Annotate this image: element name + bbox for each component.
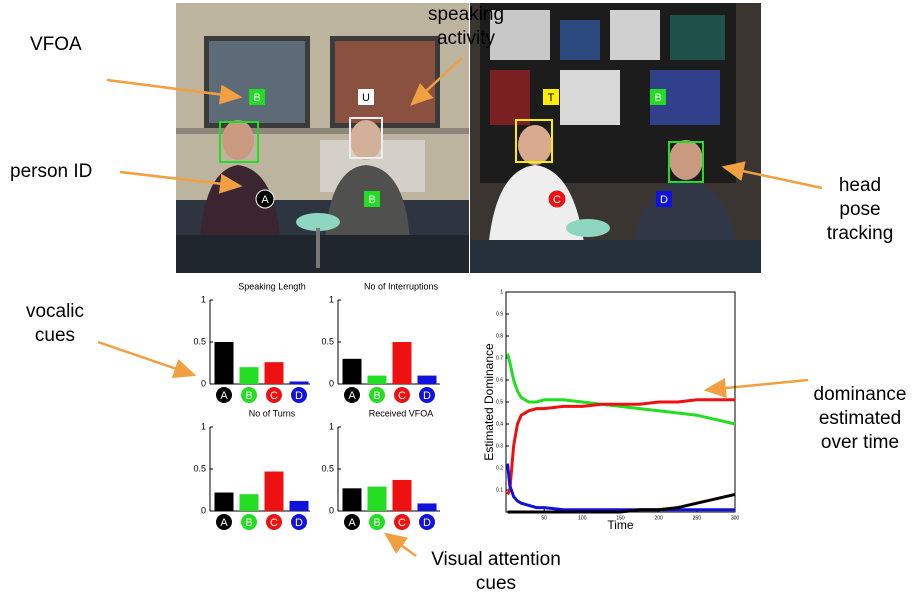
annotation: cues xyxy=(35,325,75,346)
bar xyxy=(240,367,259,384)
person-label: B xyxy=(654,92,661,104)
bar xyxy=(393,480,412,511)
y-tick-label: 1 xyxy=(329,421,334,431)
y-tick-label: 0.1 xyxy=(496,487,503,493)
y-tick-label: 1 xyxy=(500,289,503,295)
bar xyxy=(240,494,259,511)
person-label: U xyxy=(362,92,370,104)
person-label: C xyxy=(553,194,561,206)
bar xyxy=(343,488,362,511)
bar xyxy=(418,503,437,511)
annotation: speaking xyxy=(428,4,504,25)
x-tick-label: 250 xyxy=(693,515,702,521)
chart-title: Speaking Length xyxy=(238,281,306,291)
figure: VFOA speaking activity person ID head pose tra… xyxy=(0,0,920,596)
x-tick-label: B xyxy=(373,517,380,529)
person-label: A xyxy=(261,194,269,206)
y-tick-label: 0.3 xyxy=(496,443,503,449)
bar xyxy=(343,359,362,384)
y-tick-label: 0 xyxy=(201,378,206,388)
bar xyxy=(265,362,284,384)
y-tick-label: 0.4 xyxy=(496,421,503,427)
x-tick-label: A xyxy=(220,390,228,402)
x-tick-label: B xyxy=(245,517,252,529)
bar xyxy=(290,501,309,511)
y-tick-label: 1 xyxy=(201,294,206,304)
bar xyxy=(393,342,412,384)
x-tick-label: C xyxy=(270,517,278,529)
bar xyxy=(215,493,234,511)
x-tick-label: D xyxy=(423,517,431,529)
annotation: vocalic xyxy=(26,301,84,322)
y-tick-label: 0.5 xyxy=(321,336,334,346)
y-axis-label: Estimated Dominance xyxy=(482,343,496,461)
y-tick-label: 0.5 xyxy=(193,463,206,473)
x-tick-label: 50 xyxy=(541,515,547,521)
y-tick-label: 0.6 xyxy=(496,377,503,383)
y-tick-label: 0.5 xyxy=(321,463,334,473)
bar xyxy=(368,376,387,384)
annotation: VFOA xyxy=(30,34,82,55)
y-tick-label: 0.9 xyxy=(496,311,503,317)
chart-title: No of Turns xyxy=(249,408,296,418)
annotation: activity xyxy=(437,28,496,49)
y-tick-label: 1 xyxy=(329,294,334,304)
annotation: over time xyxy=(821,432,899,453)
person-label: B xyxy=(368,194,375,206)
bar xyxy=(215,342,234,384)
series-line xyxy=(508,400,735,495)
x-tick-label: C xyxy=(398,390,406,402)
x-tick-label: 200 xyxy=(654,515,663,521)
x-tick-label: B xyxy=(373,390,380,402)
annotation: cues xyxy=(476,573,516,594)
x-tick-label: D xyxy=(423,390,431,402)
annotation: tracking xyxy=(827,223,894,244)
chart-title: No of Interruptions xyxy=(364,281,439,291)
x-tick-label: B xyxy=(245,390,252,402)
annotation: pose xyxy=(839,199,880,220)
annotation: person ID xyxy=(10,161,92,182)
y-tick-label: 0.5 xyxy=(496,399,503,405)
x-tick-label: C xyxy=(398,517,406,529)
annotation: estimated xyxy=(819,408,901,429)
x-axis-label: Time xyxy=(607,518,634,532)
y-tick-label: 0.5 xyxy=(193,336,206,346)
annotation: dominance xyxy=(814,384,907,405)
y-tick-label: 0 xyxy=(201,505,206,515)
bar xyxy=(368,487,387,511)
bar xyxy=(290,381,309,384)
x-tick-label: 100 xyxy=(578,515,587,521)
annotation: Visual attention xyxy=(431,549,561,570)
person-label: T xyxy=(548,92,555,104)
y-tick-label: 1 xyxy=(201,421,206,431)
x-tick-label: A xyxy=(348,517,356,529)
y-tick-label: 0.8 xyxy=(496,333,503,339)
bar xyxy=(418,376,437,384)
x-tick-label: A xyxy=(348,390,356,402)
y-tick-label: 0.7 xyxy=(496,355,503,361)
bar xyxy=(265,472,284,511)
x-tick-label: D xyxy=(295,517,303,529)
series-line xyxy=(508,354,735,424)
annotation: head xyxy=(839,175,881,196)
person-label: B xyxy=(253,92,260,104)
y-tick-label: 0.2 xyxy=(496,465,503,471)
y-tick-label: 0 xyxy=(329,505,334,515)
y-tick-label: 0 xyxy=(329,378,334,388)
chart-title: Received VFOA xyxy=(369,408,434,418)
x-tick-label: A xyxy=(220,517,228,529)
person-label: D xyxy=(660,194,668,206)
x-tick-label: C xyxy=(270,390,278,402)
x-tick-label: D xyxy=(295,390,303,402)
x-tick-label: 300 xyxy=(731,515,740,521)
